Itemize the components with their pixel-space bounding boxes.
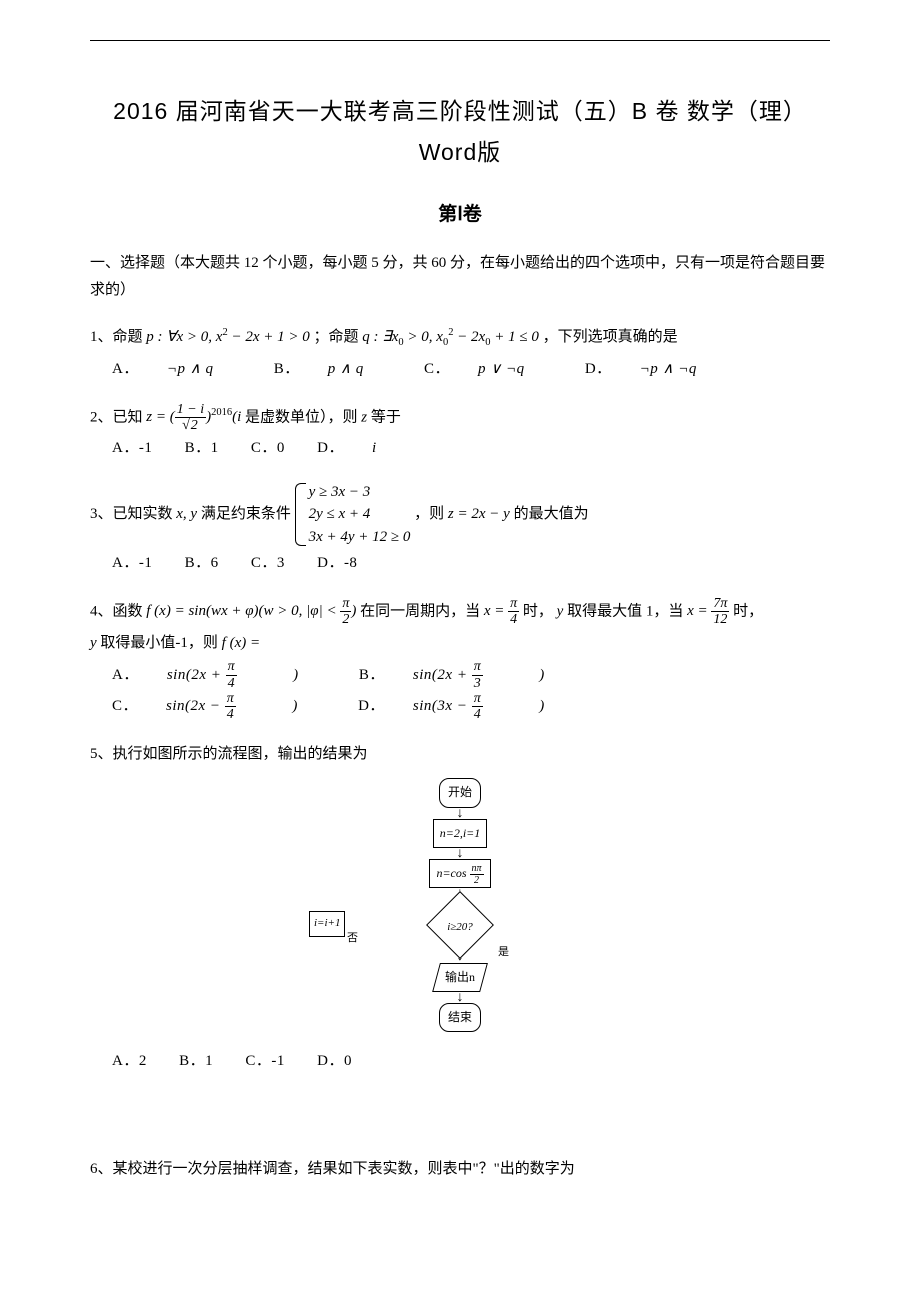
q2-option-c: C．0 — [251, 440, 285, 456]
question-1-text: 1、命题 p : ∀x > 0, x2 − 2x + 1 > 0 ；命题 q :… — [90, 322, 830, 354]
q4-x2: x = 7π12 — [687, 603, 733, 619]
q2-expression: z = (1 − i√2)2016(i — [146, 409, 245, 425]
q4-option-b: B．sin(2x + π3) — [359, 667, 573, 683]
q4-prefix: 4、函数 — [90, 603, 143, 619]
question-6-text: 6、某校进行一次分层抽样调查，结果如下表实数，则表中"？"出的数字为 — [90, 1154, 830, 1186]
q2-mid: 是虚数单位），则 — [245, 409, 358, 425]
q4-mid3: 取得最大值 1，当 — [567, 603, 683, 619]
q3-suffix: 的最大值为 — [514, 506, 589, 522]
q3-vars: x, y — [176, 506, 201, 522]
q4-function: f (x) = sin(wx + φ)(w > 0, |φ| < π2) — [146, 603, 360, 619]
flowchart-arrow: ↓ — [365, 808, 555, 819]
question-3-text: 3、已知实数 x, y 满足约束条件 y ≥ 3x − 3 2y ≤ x + 4… — [90, 481, 830, 549]
q5-option-b: B．1 — [179, 1053, 213, 1069]
question-2-text: 2、已知 z = (1 − i√2)2016(i 是虚数单位），则 z 等于 — [90, 402, 830, 434]
q2-z: z — [361, 409, 371, 425]
flowchart-increment: i=i+1 — [309, 911, 345, 936]
flowchart-label-yes: 是 — [498, 941, 509, 964]
q1-proposition-p: p : ∀x > 0, x2 − 2x + 1 > 0 — [146, 329, 313, 345]
q3-option-b: B．6 — [185, 555, 219, 571]
q3-objective: z = 2x − y — [448, 506, 514, 522]
flowchart-decision: i≥20? — [426, 905, 494, 945]
q2-option-d: D．i — [317, 440, 405, 456]
q1-option-a: A．¬p ∧ q — [112, 361, 241, 377]
q2-option-b: B．1 — [185, 440, 219, 456]
q4-mid2: 时， — [523, 603, 553, 619]
flowchart-end: 结束 — [439, 1003, 481, 1032]
question-2: 2、已知 z = (1 − i√2)2016(i 是虚数单位），则 z 等于 A… — [90, 402, 830, 465]
q2-option-a: A．-1 — [112, 440, 152, 456]
q4-option-c: C．sin(2x − π4) — [112, 698, 326, 714]
q1-prefix: 1、命题 — [90, 329, 143, 345]
q5-option-a: A．2 — [112, 1053, 147, 1069]
flowchart-arrow: ↓ — [365, 992, 555, 1003]
question-4: 4、函数 f (x) = sin(wx + φ)(w > 0, |φ| < π2… — [90, 596, 830, 723]
q3-option-d: D．-8 — [317, 555, 357, 571]
document-title: 2016 届河南省天一大联考高三阶段性测试（五）B 卷 数学（理）Word版 — [90, 91, 830, 174]
q1-suffix: ，下列选项真确的是 — [543, 329, 678, 345]
question-4-text: 4、函数 f (x) = sin(wx + φ)(w > 0, |φ| < π2… — [90, 596, 830, 659]
q4-mid1: 在同一周期内，当 — [360, 603, 480, 619]
question-1: 1、命题 p : ∀x > 0, x2 − 2x + 1 > 0 ；命题 q :… — [90, 322, 830, 386]
q4-options: A．sin(2x + π4) B．sin(2x + π3) C．sin(2x −… — [90, 659, 830, 723]
section-header: 一、选择题（本大题共 12 个小题，每小题 5 分，共 60 分，在每小题给出的… — [90, 250, 830, 304]
q3-prefix: 3、已知实数 — [90, 506, 173, 522]
q2-options: A．-1 B．1 C．0 D．i — [90, 433, 830, 465]
q3-after: ，则 — [414, 506, 444, 522]
q4-y2: y — [90, 635, 100, 651]
q3-constraint-2: 2y ≤ x + 4 — [309, 503, 411, 526]
flowchart-diagram: 开始 ↓ n=2,i=1 ↓ n=cos nπ2 ↓ i=i+1 否 i≥20?… — [365, 778, 555, 1032]
q2-suffix: 等于 — [371, 409, 401, 425]
flowchart-arrow: ↓ — [365, 848, 555, 859]
question-5: 5、执行如图所示的流程图，输出的结果为 开始 ↓ n=2,i=1 ↓ n=cos… — [90, 739, 830, 1078]
q5-option-c: C．-1 — [245, 1053, 285, 1069]
q4-fx: f (x) = — [222, 635, 260, 651]
flowchart-label-no: 否 — [347, 927, 358, 950]
q3-constraint-1: y ≥ 3x − 3 — [309, 481, 411, 504]
q1-option-b: B．p ∧ q — [274, 361, 392, 377]
document-subtitle: 第Ⅰ卷 — [90, 198, 830, 232]
q5-option-d: D．0 — [317, 1053, 352, 1069]
q5-options: A．2 B．1 C．-1 D．0 — [90, 1046, 830, 1078]
q3-options: A．-1 B．6 C．3 D．-8 — [90, 548, 830, 580]
flowchart-output: 输出n — [432, 963, 488, 992]
question-3: 3、已知实数 x, y 满足约束条件 y ≥ 3x − 3 2y ≤ x + 4… — [90, 481, 830, 580]
q2-prefix: 2、已知 — [90, 409, 143, 425]
q3-option-a: A．-1 — [112, 555, 152, 571]
q4-mid5: 取得最小值-1，则 — [100, 635, 218, 651]
flowchart-init: n=2,i=1 — [433, 819, 488, 848]
q3-mid: 满足约束条件 — [201, 506, 291, 522]
q3-constraint-system: y ≥ 3x − 3 2y ≤ x + 4 3x + 4y + 12 ≥ 0 — [295, 481, 411, 549]
q4-mid4: 时， — [733, 603, 763, 619]
q4-option-a: A．sin(2x + π4) — [112, 667, 327, 683]
flowchart-start: 开始 — [439, 778, 481, 807]
page-top-divider — [90, 40, 830, 41]
q1-options: A．¬p ∧ q B．p ∧ q C．p ∨ ¬q D．¬p ∧ ¬q — [90, 354, 830, 386]
q3-constraint-3: 3x + 4y + 12 ≥ 0 — [309, 526, 411, 549]
flowchart-calc: n=cos nπ2 — [429, 859, 490, 888]
q4-option-d: D．sin(3x − π4) — [358, 698, 573, 714]
question-5-text: 5、执行如图所示的流程图，输出的结果为 — [90, 739, 830, 771]
q1-proposition-q: q : ∃x0 > 0, x02 − 2x0 + 1 ≤ 0 — [362, 329, 542, 345]
q3-option-c: C．3 — [251, 555, 285, 571]
q1-mid: ；命题 — [314, 329, 359, 345]
q1-option-d: D．¬p ∧ ¬q — [585, 361, 725, 377]
question-6: 6、某校进行一次分层抽样调查，结果如下表实数，则表中"？"出的数字为 — [90, 1154, 830, 1186]
q1-option-c: C．p ∨ ¬q — [424, 361, 553, 377]
q4-y1: y — [557, 603, 567, 619]
q4-x1: x = π4 — [484, 603, 523, 619]
